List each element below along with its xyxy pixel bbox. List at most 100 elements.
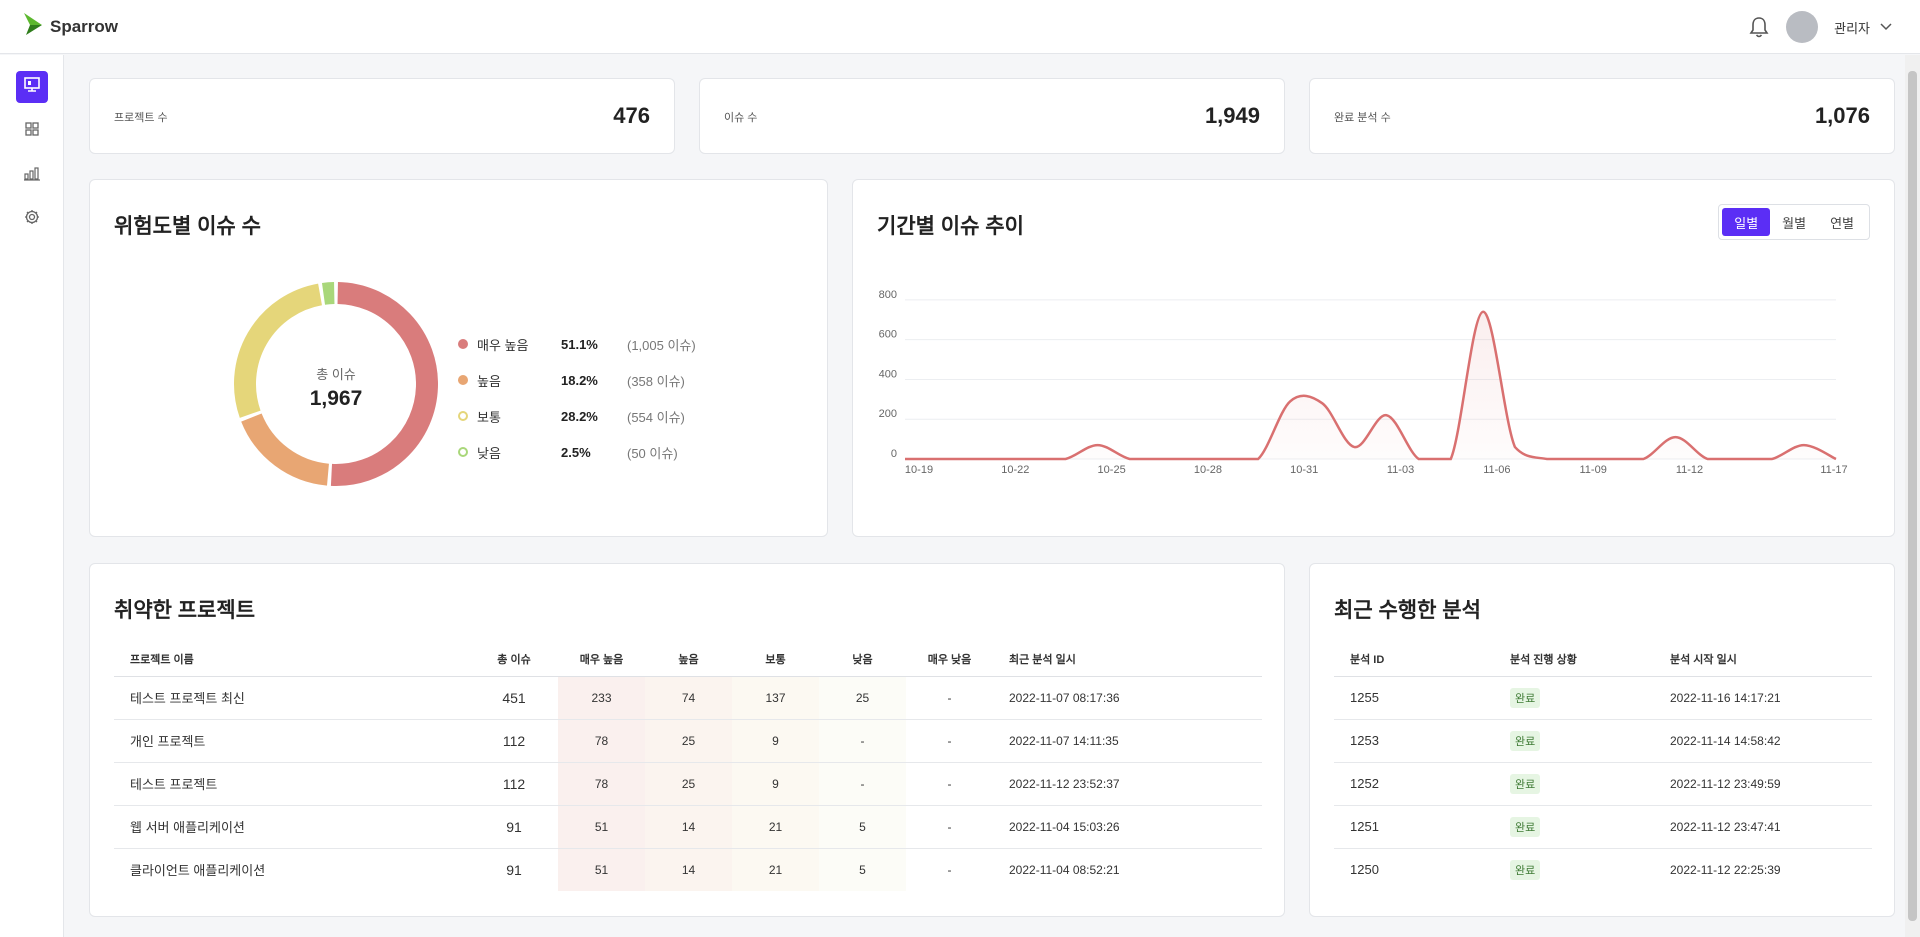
period-tabs: 일별 월별 연별: [1718, 204, 1870, 240]
donut-slice-very-high[interactable]: [330, 282, 438, 486]
table-row[interactable]: 1250 완료 2022-11-12 22:25:39: [1334, 848, 1872, 891]
legend-dot: [458, 339, 468, 349]
very-high-count: 51: [558, 805, 645, 849]
stat-label: 이슈 수: [724, 112, 758, 124]
stat-value: 1,949: [1204, 103, 1260, 128]
stat-card-projects: 프로젝트 수 476: [89, 78, 675, 154]
legend-count: (554 이슈): [627, 409, 685, 425]
card-title: 취약한 프로젝트: [114, 599, 256, 622]
high-count: 74: [645, 676, 732, 720]
table-row[interactable]: 테스트 프로젝트 최신 451 233 74 137 25 - 2022-11-…: [114, 676, 1262, 720]
status-badge: 완료: [1510, 816, 1541, 837]
total-issues: 91: [506, 861, 522, 878]
column-header: 분석 시작 일시: [1654, 642, 1872, 677]
grid-icon: [24, 121, 40, 142]
total-issues: 112: [470, 762, 558, 806]
card-title: 기간별 이슈 추이: [877, 215, 1024, 238]
legend-pct: 51.1%: [561, 336, 598, 352]
chevron-down-icon[interactable]: [1880, 18, 1892, 36]
trend-line[interactable]: [905, 310, 1837, 461]
table-row[interactable]: 1255 완료 2022-11-16 14:17:21: [1334, 676, 1872, 720]
legend-pct: 2.5%: [561, 444, 591, 460]
legend-pct: 28.2%: [561, 408, 598, 424]
x-tick-label: 10-22: [1001, 464, 1029, 476]
column-header: 분석 진행 상황: [1494, 642, 1654, 677]
donut-slice-medium[interactable]: [234, 283, 323, 418]
very-low-count: -: [947, 862, 952, 877]
sidebar-item-statistics[interactable]: [16, 159, 48, 191]
bell-icon[interactable]: [1746, 14, 1772, 40]
project-name[interactable]: 웹 서버 애플리케이션: [114, 805, 470, 849]
table-row[interactable]: 클라이언트 애플리케이션 91 51 14 21 5 - 2022-11-04 …: [114, 848, 1262, 891]
status-badge: 완료: [1510, 687, 1541, 708]
trend-line-chart: 0 200 400 600 800 10-19 10-22 10-25 10-28 10-31 11…: [879, 289, 1848, 476]
total-issues: 91: [470, 805, 558, 849]
user-name[interactable]: 관리자: [1834, 20, 1870, 36]
risk-legend: 매우 높음 51.1% (1,005 이슈) 높음 18.2% (358 이슈)…: [458, 326, 696, 470]
table-row[interactable]: 1251 완료 2022-11-12 23:47:41: [1334, 805, 1872, 849]
card-title: 최근 수행한 분석: [1334, 599, 1481, 622]
column-header: 프로젝트 이름: [114, 642, 470, 677]
very-low-count: -: [906, 719, 993, 763]
project-name[interactable]: 개인 프로젝트: [114, 719, 470, 763]
tab-yearly[interactable]: 연별: [1830, 215, 1854, 231]
very-high-count: 78: [558, 719, 645, 763]
scrollbar[interactable]: [1905, 55, 1920, 937]
analysis-id[interactable]: 1250: [1350, 862, 1379, 878]
sparrow-logo-icon: [22, 12, 44, 41]
x-tick-label: 11-17: [1820, 464, 1847, 476]
y-tick-label: 0: [891, 448, 897, 460]
status-badge: 완료: [1510, 730, 1541, 751]
last-analysis-date: 2022-11-04 15:03:26: [993, 805, 1262, 849]
analysis-id[interactable]: 1252: [1334, 762, 1494, 806]
legend-name: 높음: [477, 373, 501, 389]
legend-count: (1,005 이슈): [627, 337, 696, 353]
y-tick-label: 200: [879, 408, 897, 420]
projects-table: 프로젝트 이름 총 이슈 매우 높음 높음 보통 낮음 매우 낮음 최근 분석 …: [114, 642, 1262, 891]
analysis-id[interactable]: 1255: [1334, 676, 1494, 720]
column-header: 높음: [645, 642, 732, 677]
avatar[interactable]: [1786, 11, 1819, 43]
analysis-start-date: 2022-11-12 23:47:41: [1654, 805, 1872, 849]
y-tick-label: 400: [879, 368, 897, 380]
legend-dot: [458, 447, 468, 457]
table-row[interactable]: 개인 프로젝트 112 78 25 9 - - 2022-11-07 14:11…: [114, 719, 1262, 763]
analysis-start-date: 2022-11-12 22:25:39: [1670, 862, 1781, 877]
tab-daily[interactable]: 일별: [1722, 208, 1771, 236]
risk-card: 위험도별 이슈 수 총 이슈 1,967 매우 높음 51.1% (1,005 …: [89, 179, 828, 537]
high-count: 25: [645, 719, 732, 763]
monitor-icon: [23, 76, 41, 99]
last-analysis-date: 2022-11-12 23:52:37: [993, 762, 1262, 806]
brand[interactable]: Sparrow: [22, 12, 118, 41]
sidebar-item-settings[interactable]: [16, 203, 48, 235]
y-tick-label: 800: [879, 289, 897, 301]
legend-dot: [458, 375, 468, 385]
sidebar-item-projects[interactable]: [16, 115, 48, 147]
table-row[interactable]: 테스트 프로젝트 112 78 25 9 - - 2022-11-12 23:5…: [114, 762, 1262, 806]
table-row[interactable]: 1252 완료 2022-11-12 23:49:59: [1334, 762, 1872, 806]
stat-card-issues: 이슈 수 1,949: [699, 78, 1285, 154]
x-tick-label: 11-09: [1580, 464, 1607, 476]
donut-slice-low[interactable]: [321, 282, 335, 305]
donut-center-label: 총 이슈: [316, 367, 356, 382]
analysis-id[interactable]: 1251: [1334, 805, 1494, 849]
analysis-id[interactable]: 1253: [1334, 719, 1494, 763]
table-row[interactable]: 1253 완료 2022-11-14 14:58:42: [1334, 719, 1872, 763]
scroll-thumb[interactable]: [1908, 71, 1917, 921]
project-name[interactable]: 클라이언트 애플리케이션: [130, 863, 266, 879]
sidebar-item-dashboard[interactable]: [15, 71, 48, 103]
tab-monthly[interactable]: 월별: [1782, 215, 1807, 231]
column-header: 총 이슈: [470, 642, 558, 677]
x-tick-label: 11-06: [1483, 464, 1510, 476]
project-name[interactable]: 테스트 프로젝트: [114, 762, 470, 806]
very-high-count: 78: [558, 762, 645, 806]
medium-count: 137: [732, 676, 819, 720]
app-name: Sparrow: [50, 16, 119, 36]
x-tick-label: 10-31: [1290, 464, 1318, 476]
legend-dot: [458, 411, 468, 421]
table-row[interactable]: 웹 서버 애플리케이션 91 51 14 21 5 - 2022-11-04 1…: [114, 805, 1262, 849]
high-count: 25: [645, 762, 732, 806]
low-count: -: [819, 762, 906, 806]
donut-slice-high[interactable]: [241, 413, 330, 486]
project-name[interactable]: 테스트 프로젝트 최신: [114, 676, 470, 720]
